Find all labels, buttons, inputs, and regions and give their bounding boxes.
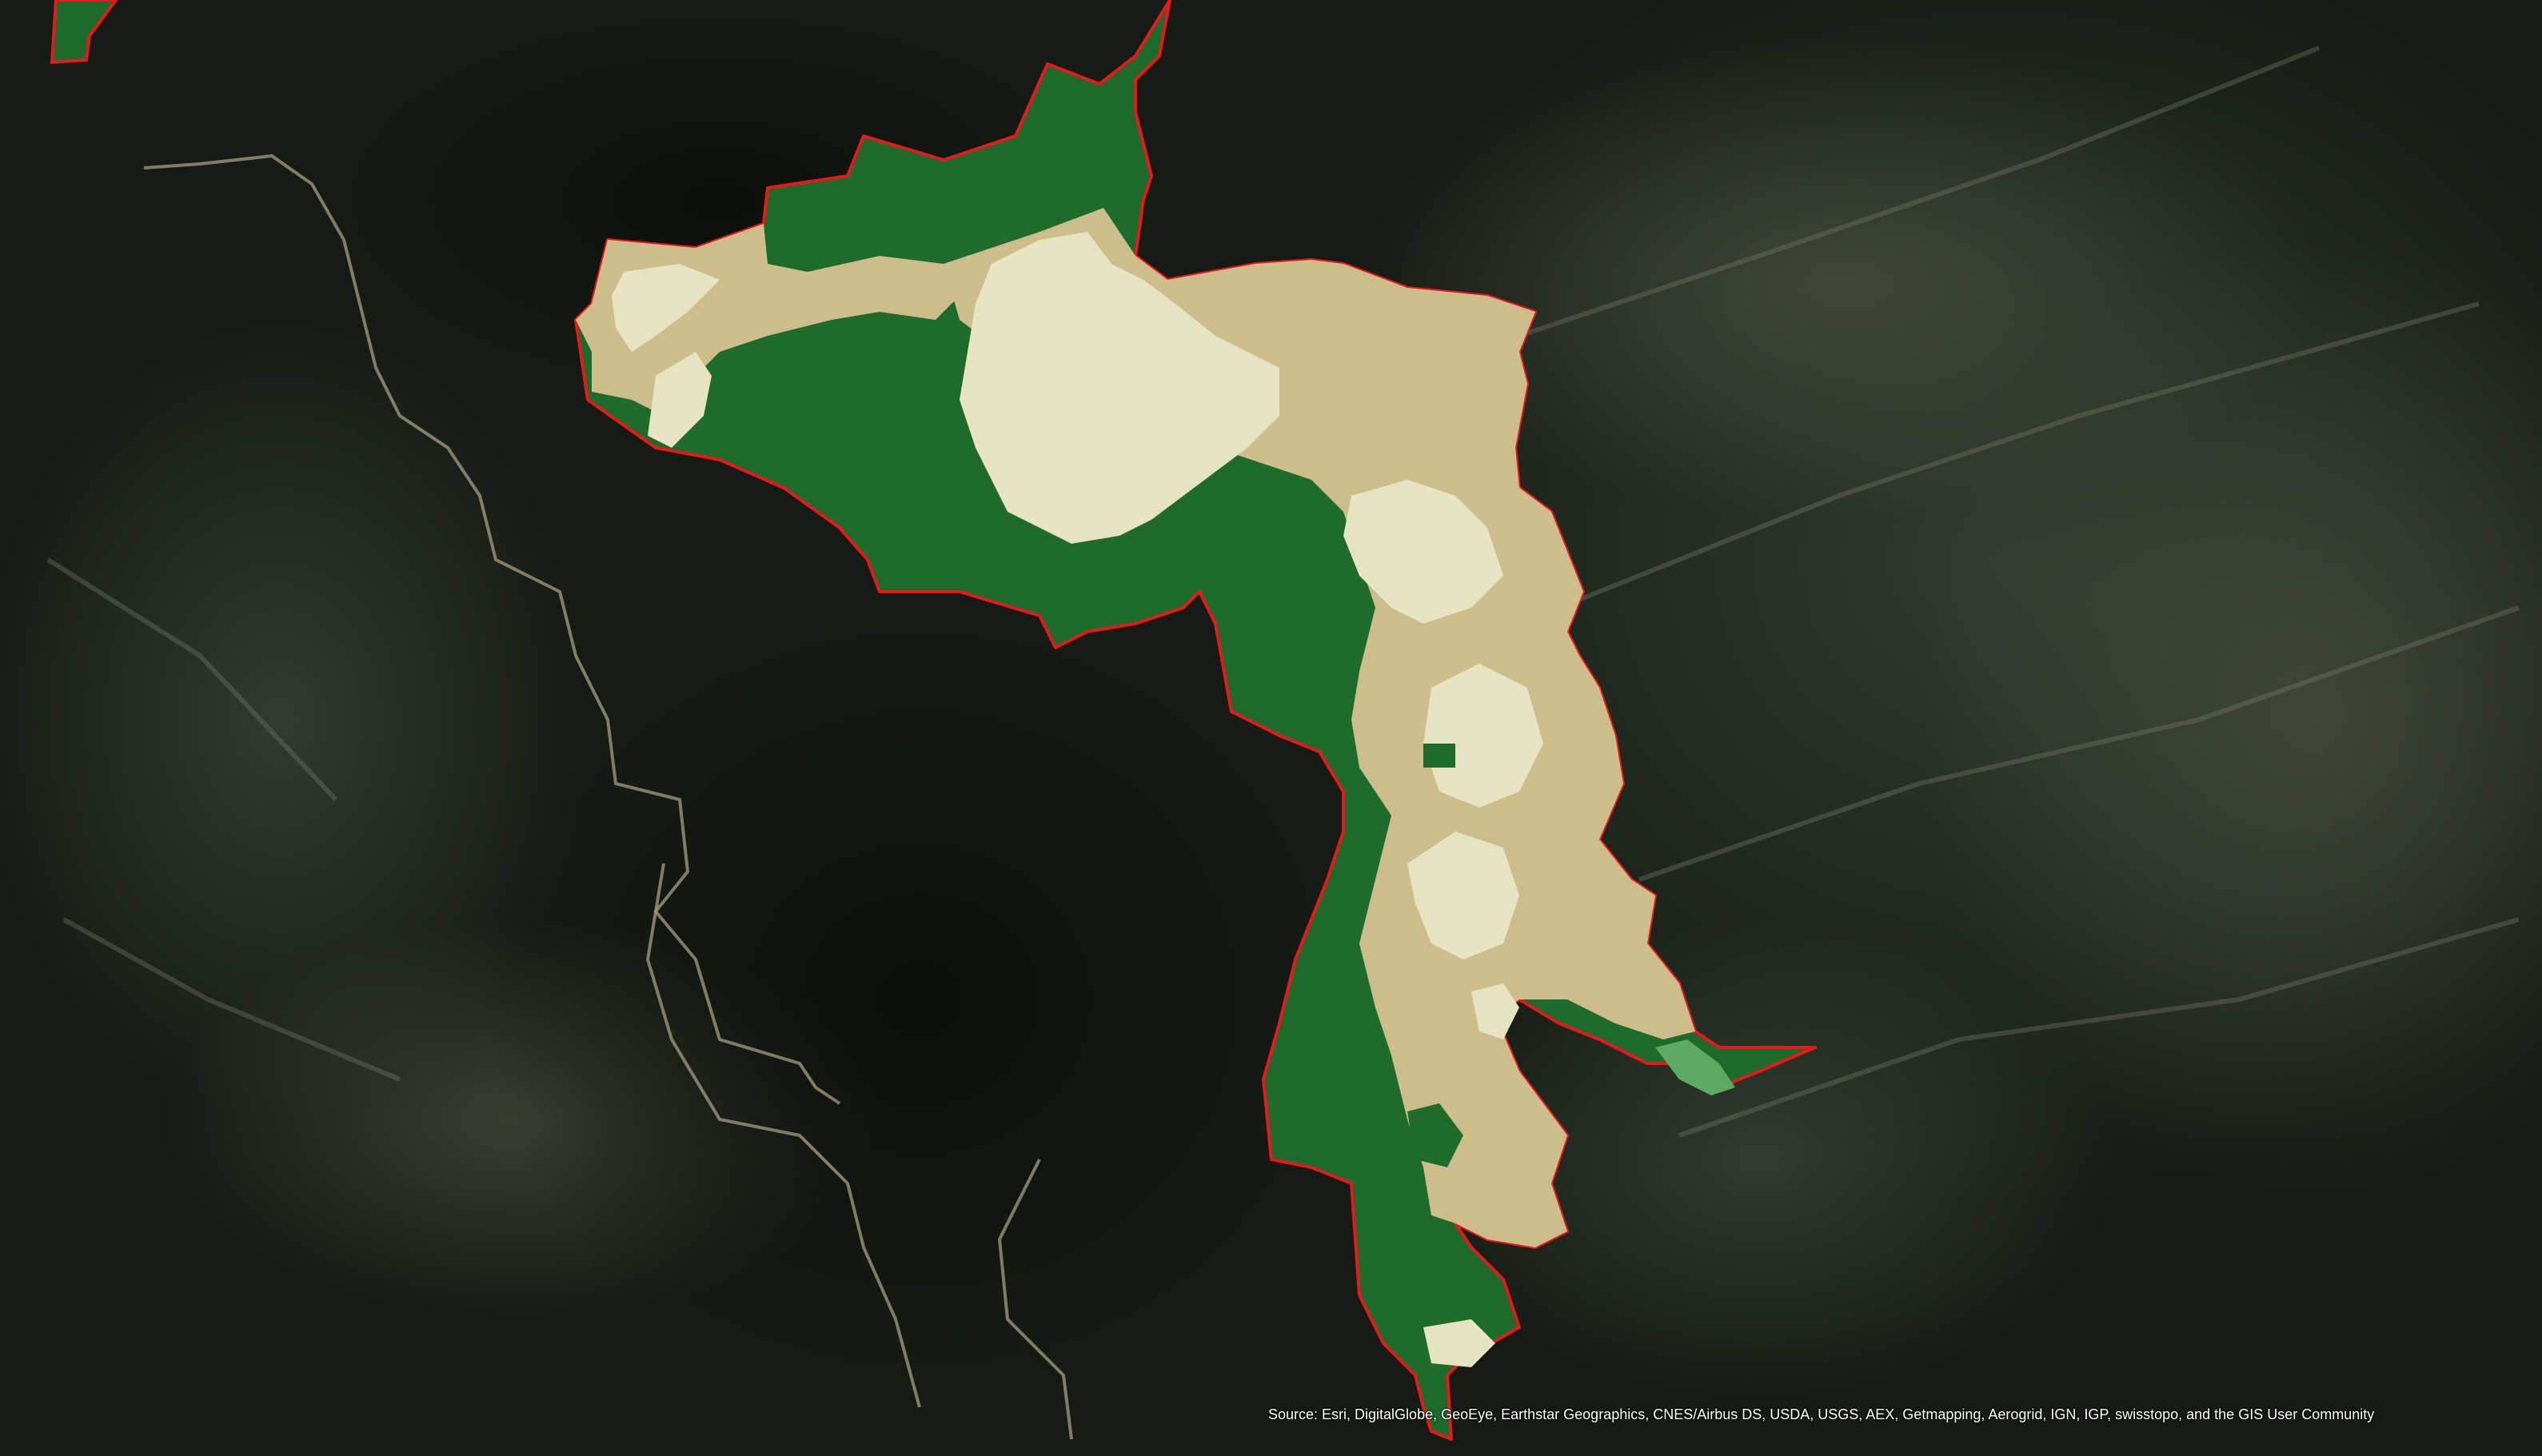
unburned-patch-3 bbox=[1423, 744, 1455, 768]
map-attribution: Source: Esri, DigitalGlobe, GeoEye, Eart… bbox=[1268, 1406, 2375, 1422]
unburned-patch-2 bbox=[1407, 1103, 1463, 1167]
moderate-severity-east-4 bbox=[1471, 983, 1519, 1039]
moderate-severity-south bbox=[1423, 1319, 1495, 1367]
moderate-severity-east-1 bbox=[1343, 480, 1503, 624]
moderate-severity-west bbox=[612, 264, 720, 352]
moderate-severity-central bbox=[960, 232, 1279, 544]
fire-perimeter-fragment[interactable] bbox=[50, 0, 118, 65]
low-severity-central bbox=[944, 208, 1695, 1247]
moderate-severity-west-2 bbox=[648, 352, 712, 448]
increased-greenness-patch bbox=[1655, 1039, 1735, 1095]
unburned-patch-1 bbox=[1247, 520, 1327, 656]
burn-severity-layer[interactable] bbox=[50, 0, 1817, 1441]
moderate-severity-east-2 bbox=[1423, 664, 1543, 808]
moderate-severity-east-3 bbox=[1407, 832, 1519, 959]
